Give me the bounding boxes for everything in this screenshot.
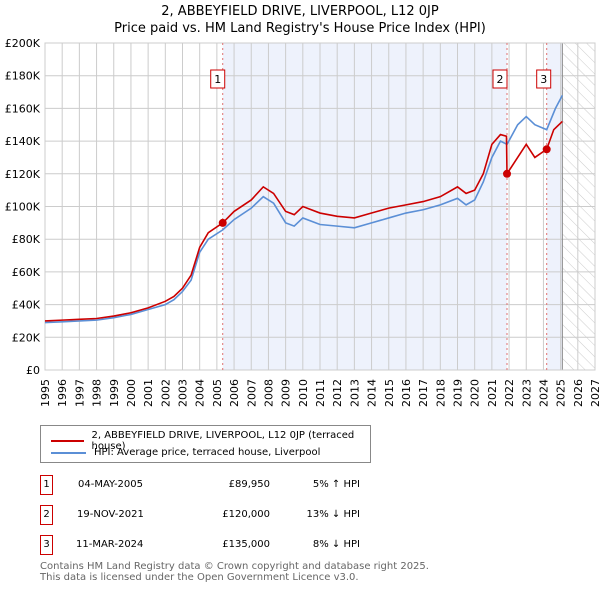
sale-hpi: 5% ↑ HPI	[312, 479, 360, 490]
sale-label-box	[210, 69, 226, 89]
sale-marker: 3	[40, 535, 53, 555]
price-chart: £0 £20K £40K £60K £80K £100K £120K £140K £160K £1…	[5, 37, 600, 407]
sale-price: £89,950	[228, 479, 270, 490]
x-tick-label: 2015	[383, 379, 396, 407]
sale-label-box	[492, 69, 508, 89]
x-tick-label: 2017	[417, 379, 430, 407]
sale-date: 04-MAY-2005	[78, 479, 144, 490]
y-tick-label: £60K	[12, 266, 41, 279]
legend-property: 2, ABBEYFIELD DRIVE, LIVERPOOL, L12 0JP …	[91, 430, 355, 452]
x-tick-label: 2023	[520, 379, 533, 407]
sale-price: £120,000	[222, 509, 270, 520]
x-tick-label: 2002	[159, 379, 172, 407]
sale-marker: 1	[40, 475, 53, 495]
x-tick-label: 1999	[108, 379, 121, 407]
chart-subtitle: Price paid vs. HM Land Registry's House …	[114, 21, 486, 36]
x-tick-label: 1996	[56, 379, 69, 407]
x-tick-label: 2008	[262, 379, 275, 407]
y-tick-label: £180K	[5, 70, 41, 83]
legend-blue-line	[51, 451, 86, 454]
x-tick-label: 1997	[73, 379, 86, 407]
property-price-line	[44, 120, 563, 322]
sale-date: 11-MAR-2024	[76, 539, 144, 550]
sale-hpi: 8% ↓ HPI	[312, 539, 360, 550]
legend: 2, ABBEYFIELD DRIVE, LIVERPOOL, L12 0JP …	[40, 425, 371, 463]
x-tick-label: 2007	[245, 379, 258, 407]
legend-red-line	[51, 440, 84, 442]
plot-frame	[44, 42, 596, 371]
footer-line: Contains HM Land Registry data © Crown c…	[40, 561, 429, 572]
y-tick-label: £100K	[5, 201, 41, 214]
y-tick-label: £0	[26, 364, 40, 377]
sale-label-box	[536, 69, 552, 89]
sale-point	[218, 218, 227, 227]
y-tick-label: £20K	[12, 331, 41, 344]
x-tick-label: 1998	[91, 379, 104, 407]
chart-title: 2, ABBEYFIELD DRIVE, LIVERPOOL, L12 0JP	[161, 4, 439, 19]
x-tick-label: 2003	[177, 379, 190, 407]
x-tick-label: 2010	[297, 379, 310, 407]
sale-row: 2 19-NOV-2021 £120,000 13% ↓ HPI	[40, 505, 440, 525]
x-tick-label: 2018	[434, 379, 447, 407]
y-tick-label: £200K	[5, 37, 41, 50]
x-tick-label: 2000	[125, 379, 138, 407]
x-tick-label: 2027	[589, 379, 600, 407]
x-tick-label: 2009	[280, 379, 293, 407]
legend-hpi: HPI: Average price, terraced house, Live…	[94, 447, 321, 458]
y-tick-label: £120K	[5, 168, 41, 181]
x-tick-label: 2014	[366, 379, 379, 407]
sale-label: 1	[214, 73, 221, 86]
x-tick-label: 2001	[142, 379, 155, 407]
x-tick-label: 2024	[537, 379, 550, 407]
x-tick-label: 2005	[211, 379, 224, 407]
sale-point	[542, 145, 551, 154]
sale-hpi: 13% ↓ HPI	[306, 509, 360, 520]
x-tick-label: 2004	[194, 379, 207, 407]
x-tick-label: 2016	[400, 379, 413, 407]
sale-date: 19-NOV-2021	[77, 509, 144, 520]
footer: Contains HM Land Registry data © Crown c…	[40, 561, 429, 583]
x-tick-label: 2025	[555, 379, 568, 407]
y-tick-label: £140K	[5, 135, 41, 148]
footer-line: This data is licensed under the Open Gov…	[40, 572, 359, 583]
x-tick-label: 2026	[572, 379, 585, 407]
y-tick-label: £40K	[12, 299, 41, 312]
sale-marker: 2	[40, 505, 53, 525]
x-tick-label: 2021	[486, 379, 499, 407]
sale-label: 2	[497, 73, 504, 86]
x-tick-label: 2012	[331, 379, 344, 407]
y-tick-label: £80K	[12, 233, 41, 246]
sale-point	[503, 169, 511, 178]
x-tick-label: 2020	[469, 379, 482, 407]
sale-row: 1 04-MAY-2005 £89,950 5% ↑ HPI	[40, 475, 440, 495]
x-tick-label: 2022	[503, 379, 516, 407]
hpi-line	[44, 94, 564, 324]
sale-price: £135,000	[222, 539, 270, 550]
x-tick-label: 2013	[348, 379, 361, 407]
x-tick-label: 2006	[228, 379, 241, 407]
x-tick-label: 1995	[39, 379, 52, 407]
x-tick-label: 2011	[314, 379, 327, 407]
y-tick-label: £160K	[5, 102, 41, 115]
x-tick-label: 2019	[452, 379, 465, 407]
sale-label: 3	[540, 73, 547, 86]
sale-row: 3 11-MAR-2024 £135,000 8% ↓ HPI	[40, 535, 440, 555]
